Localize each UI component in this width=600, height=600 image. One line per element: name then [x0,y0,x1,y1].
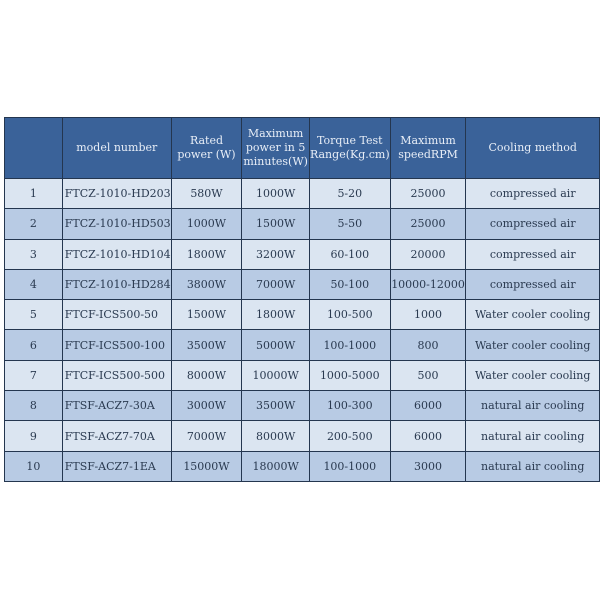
table-cell: FTCZ-1010-HD284 [61,268,172,301]
table-cell: 100-1000 [308,329,391,361]
table-cell: 1800W [170,238,243,270]
table-cell: 5000W [241,329,310,361]
table-cell: 1000W [241,177,310,210]
table-cell: natural air cooling [465,420,600,452]
column-header: Maximum power in 5 minutes(W) [241,117,310,179]
table-row: 5 FTCF-ICS500-50 1500W 1800W 100-500 1000 Wate… [4,299,600,331]
table-cell: 3500W [241,390,310,422]
table-row: 7 FTCF-ICS500-500 8000W 10000W 1000-5000 500 W… [4,359,600,392]
table-cell: FTCZ-1010-HD104 [61,238,172,270]
table-cell: 6 [4,329,63,361]
table-row: 1 FTCZ-1010-HD203 580W 1000W 5-20 25000 compre… [4,177,600,210]
header-row: model number Rated power (W) Maximum power… [4,117,600,179]
table-cell: 3500W [170,329,243,361]
table-cell: 8000W [170,359,243,392]
table-cell: FTSF-ACZ7-1EA [61,450,172,482]
table-cell: 1800W [241,299,310,331]
table-cell: 5-50 [308,208,391,240]
table-cell: 10 [4,450,63,482]
table-cell: FTCF-ICS500-50 [61,299,172,331]
table-cell: 3800W [170,268,243,301]
table-cell: 100-1000 [308,450,391,482]
table-cell: 3000W [170,390,243,422]
table-cell: 60-100 [308,238,391,270]
spec-table: model number Rated power (W) Maximum power… [4,117,600,482]
table-cell: 3000 [389,450,467,482]
table-cell: 7000W [170,420,243,452]
table-cell: 5-20 [308,177,391,210]
table-cell: 2 [4,208,63,240]
table-cell: 10000W [241,359,310,392]
table-cell: 580W [170,177,243,210]
table-cell: 5 [4,299,63,331]
table-cell: 3 [4,238,63,270]
table-cell: compressed air [465,208,600,240]
table-cell: 7 [4,359,63,392]
table-cell: 1000 [389,299,467,331]
table-cell: 10000-12000 [389,268,467,301]
table-cell: compressed air [465,268,600,301]
table-cell: 8000W [241,420,310,452]
table-cell: FTCZ-1010-HD503 [61,208,172,240]
table-cell: 100-300 [308,390,391,422]
table-cell: 20000 [389,238,467,270]
table-row: 2 FTCZ-1010-HD503 1000W 1500W 5-50 25000 compr… [4,208,600,240]
table-cell: 200-500 [308,420,391,452]
table-cell: 1500W [241,208,310,240]
table-cell: 6000 [389,390,467,422]
table-cell: 4 [4,268,63,301]
table-cell: Water cooler cooling [465,329,600,361]
table-cell: 15000W [170,450,243,482]
table-row: 6 FTCF-ICS500-100 3500W 5000W 100-1000 800 Wat… [4,329,600,361]
column-header: Rated power (W) [170,117,243,179]
table-cell: 18000W [241,450,310,482]
column-header [4,117,63,179]
table-row: 10 FTSF-ACZ7-1EA 15000W 18000W 100-1000 3000 n… [4,450,600,482]
table-cell: 25000 [389,177,467,210]
table-cell: 1 [4,177,63,210]
column-header: Torque Test Range(Kg.cm) [308,117,391,179]
table-cell: FTCZ-1010-HD203 [61,177,172,210]
column-header: model number [61,117,172,179]
table-cell: 9 [4,420,63,452]
table-cell: FTSF-ACZ7-30A [61,390,172,422]
table-cell: FTSF-ACZ7-70A [61,420,172,452]
table-row: 9 FTSF-ACZ7-70A 7000W 8000W 200-500 6000 natur… [4,420,600,452]
table-cell: 6000 [389,420,467,452]
column-header: Maximum speedRPM [389,117,467,179]
table-cell: natural air cooling [465,450,600,482]
table-cell: 1000W [170,208,243,240]
table-cell: FTCF-ICS500-100 [61,329,172,361]
table-cell: natural air cooling [465,390,600,422]
table-cell: FTCF-ICS500-500 [61,359,172,392]
table-cell: 50-100 [308,268,391,301]
column-header: Cooling method [465,117,600,179]
table-cell: 25000 [389,208,467,240]
table-cell: 3200W [241,238,310,270]
table-cell: 100-500 [308,299,391,331]
table-cell: Water cooler cooling [465,299,600,331]
table-cell: 7000W [241,268,310,301]
table-row: 3 FTCZ-1010-HD104 1800W 3200W 60-100 20000 com… [4,238,600,270]
table-cell: 500 [389,359,467,392]
table-cell: 8 [4,390,63,422]
table-cell: 1500W [170,299,243,331]
table-cell: 800 [389,329,467,361]
table-cell: Water cooler cooling [465,359,600,392]
table-cell: compressed air [465,238,600,270]
table-row: 4 FTCZ-1010-HD284 3800W 7000W 50-100 10000-12… [4,268,600,301]
table-row: 8 FTSF-ACZ7-30A 3000W 3500W 100-300 6000 natur… [4,390,600,422]
table-cell: compressed air [465,177,600,210]
table-cell: 1000-5000 [308,359,391,392]
